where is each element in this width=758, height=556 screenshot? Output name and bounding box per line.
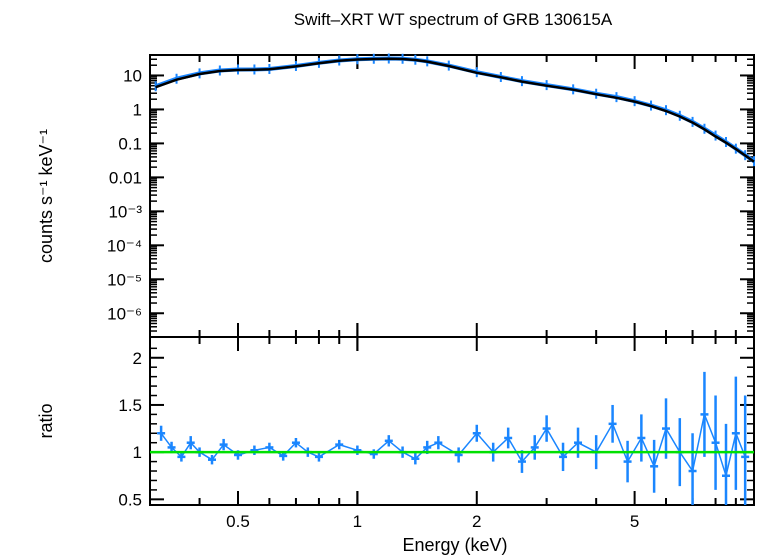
top-y-tick-label: 10⁻⁴ (107, 236, 142, 255)
top-y-tick-label: 1 (133, 100, 142, 119)
top-y-tick-label: 0.01 (109, 168, 142, 187)
top-model-line (155, 57, 755, 163)
bottom-y-tick-label: 1 (133, 443, 142, 462)
top-panel-frame (149, 54, 755, 338)
ratio-panel: 2 1.5 1 0.5 0.5 1 2 5 (118, 336, 755, 531)
bottom-y-ticks: 2 1.5 1 0.5 (118, 347, 754, 509)
top-y-tick-label: 0.1 (118, 134, 142, 153)
chart-title: Swift–XRT WT spectrum of GRB 130615A (294, 10, 613, 29)
top-y-tick-label: 10⁻⁶ (107, 304, 142, 323)
y-axis-title-top: counts s⁻¹ keV⁻¹ (36, 129, 56, 263)
bottom-y-tick-label: 2 (133, 349, 142, 368)
y-axis-title-bottom: ratio (36, 403, 56, 438)
top-x-ticks (149, 55, 755, 337)
bottom-y-tick-label: 0.5 (118, 490, 142, 509)
top-model-series (155, 57, 755, 163)
x-tick-label: 5 (630, 512, 639, 531)
top-y-tick-label: 10⁻⁵ (107, 270, 142, 289)
bottom-y-tick-label: 1.5 (118, 396, 142, 415)
x-tick-label: 2 (472, 512, 481, 531)
top-y-ticks: 10 1 0.1 0.01 10⁻³ 10⁻⁴ 10⁻⁵ 10⁻⁶ (107, 54, 754, 338)
bottom-data-series (157, 371, 750, 505)
x-tick-label: 1 (353, 512, 362, 531)
x-tick-label: 0.5 (226, 512, 250, 531)
spectrum-panel: 10 1 0.1 0.01 10⁻³ 10⁻⁴ 10⁻⁵ 10⁻⁶ (107, 53, 756, 338)
top-y-tick-label: 10 (123, 66, 142, 85)
bottom-panel-frame (149, 336, 755, 506)
x-axis-title: Energy (keV) (402, 535, 507, 555)
bottom-x-ticks: 0.5 1 2 5 (149, 337, 755, 531)
top-y-tick-label: 10⁻³ (108, 202, 142, 221)
